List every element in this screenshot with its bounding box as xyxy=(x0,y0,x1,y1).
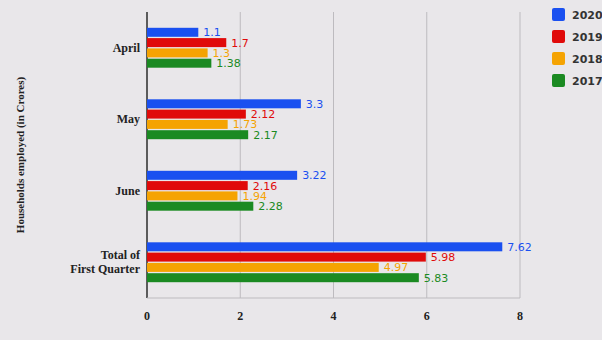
chart: 024681.11.71.31.383.32.121.732.173.222.1… xyxy=(0,0,602,340)
bars xyxy=(147,28,502,282)
tick-label: 0 xyxy=(144,309,150,323)
bar xyxy=(147,99,301,108)
axis-label: Households employed (in Crores) xyxy=(14,76,27,233)
axis-line xyxy=(147,298,520,299)
data-label: 1.1 xyxy=(203,26,221,39)
bar xyxy=(147,202,253,211)
data-label: 7.62 xyxy=(507,241,531,254)
tick-label: 4 xyxy=(331,309,337,323)
data-label: 3.3 xyxy=(306,98,324,111)
bar xyxy=(147,120,228,129)
data-label: 1.7 xyxy=(231,37,249,50)
bar xyxy=(147,181,248,190)
bar xyxy=(147,110,246,119)
legend-swatch xyxy=(552,30,565,43)
bar xyxy=(147,263,379,272)
bar xyxy=(147,38,226,47)
bar xyxy=(147,253,426,262)
bar xyxy=(147,28,198,37)
grid-line xyxy=(426,12,427,298)
category-label: April xyxy=(113,41,141,55)
bar xyxy=(147,242,502,251)
legend-label: 2017 xyxy=(572,75,602,88)
data-label: 3.22 xyxy=(302,169,327,182)
background xyxy=(0,0,602,340)
tick-label: 2 xyxy=(237,309,243,323)
bar xyxy=(147,48,208,57)
category-label: May xyxy=(117,112,140,126)
labels: 1.11.71.31.383.32.121.732.173.222.161.94… xyxy=(203,26,531,284)
legend-swatch xyxy=(552,8,565,21)
chart-root: 024681.11.71.31.383.32.121.732.173.222.1… xyxy=(0,0,602,340)
data-label: 5.83 xyxy=(424,272,449,285)
legend-swatch xyxy=(552,74,565,87)
legend-swatch xyxy=(552,52,565,65)
data-label: 2.17 xyxy=(253,129,278,142)
legend-label: 2019 xyxy=(572,31,602,44)
data-label: 5.98 xyxy=(431,251,456,264)
bar xyxy=(147,273,419,282)
bar xyxy=(147,171,297,180)
bar xyxy=(147,191,237,200)
legend-label: 2018 xyxy=(572,53,602,66)
data-label: 4.97 xyxy=(384,261,409,274)
data-label: 2.28 xyxy=(258,200,283,213)
bar xyxy=(147,130,248,139)
data-label: 1.38 xyxy=(216,57,241,70)
category-label: June xyxy=(115,184,140,198)
legend-label: 2020 xyxy=(572,9,602,22)
bar xyxy=(147,59,211,68)
grid-line xyxy=(520,12,521,298)
category-label: Total ofFirst Quarter xyxy=(70,248,141,276)
tick-label: 6 xyxy=(424,309,430,323)
tick-label: 8 xyxy=(517,309,523,323)
